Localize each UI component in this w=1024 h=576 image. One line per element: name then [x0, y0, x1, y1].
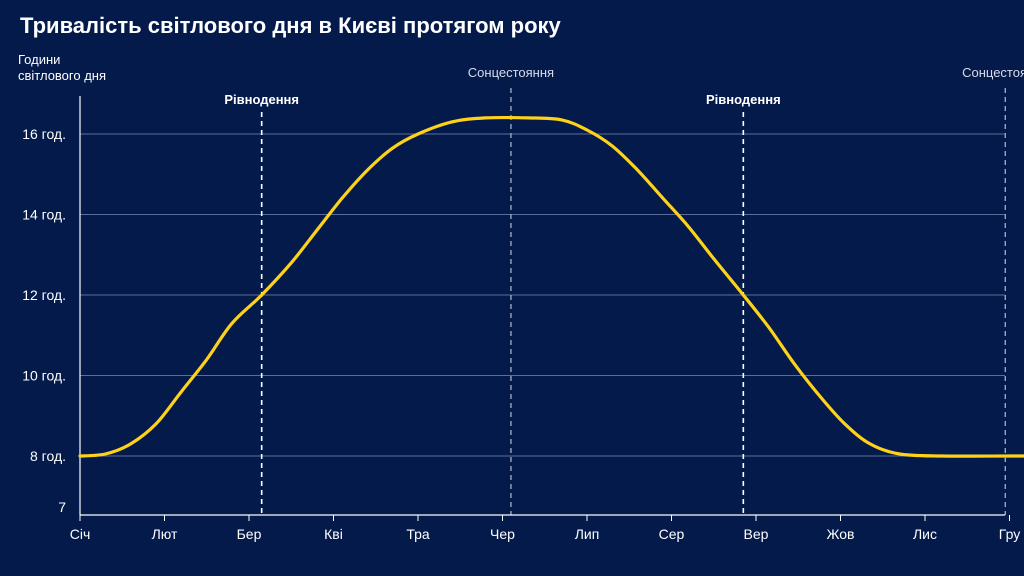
x-tick-label: Сер [659, 526, 685, 542]
y-axis-label-line2: світлового дня [18, 68, 106, 83]
annotation-label: Сонцестояння [468, 65, 554, 80]
y-tick-label: 14 год. [22, 207, 66, 223]
x-tick-label: Вер [744, 526, 769, 542]
y-tick-label: 8 год. [30, 448, 66, 464]
x-tick-label: Гру [999, 526, 1020, 542]
y-axis-label-line1: Години [18, 52, 60, 67]
annotation-label: Сонцестояння [962, 65, 1024, 80]
x-tick-label: Лип [575, 526, 600, 542]
y-tick-label: 16 год. [22, 126, 66, 142]
y-tick-label: 7 [58, 499, 66, 515]
x-tick-label: Лис [913, 526, 937, 542]
grid-layer [80, 133, 1005, 457]
x-tick-label: Тра [406, 526, 430, 542]
y-tick-label: 12 год. [22, 287, 66, 303]
x-tick-label: Кві [324, 526, 343, 542]
series-layer [78, 115, 1024, 458]
chart-title: Тривалість світлового дня в Києві протяг… [20, 13, 562, 38]
axis-layer: 7 8 год. 10 год. 12 год. 14 год. 16 год. Січ Лю… [22, 96, 1020, 542]
x-tick-label: Бер [237, 526, 262, 542]
x-tick-label: Чер [490, 526, 515, 542]
annotation-label: Рівнодення [224, 92, 299, 107]
x-tick-label: Січ [70, 526, 91, 542]
x-tick-label: Жов [827, 526, 855, 542]
y-tick-label: 10 год. [22, 368, 66, 384]
daylight-series-line [78, 115, 1024, 458]
annotation-layer: Рівнодення Сонцестояння Рівнодення Сонцесто… [224, 65, 1024, 515]
x-tick-label: Лют [152, 526, 178, 542]
annotation-label: Рівнодення [706, 92, 781, 107]
